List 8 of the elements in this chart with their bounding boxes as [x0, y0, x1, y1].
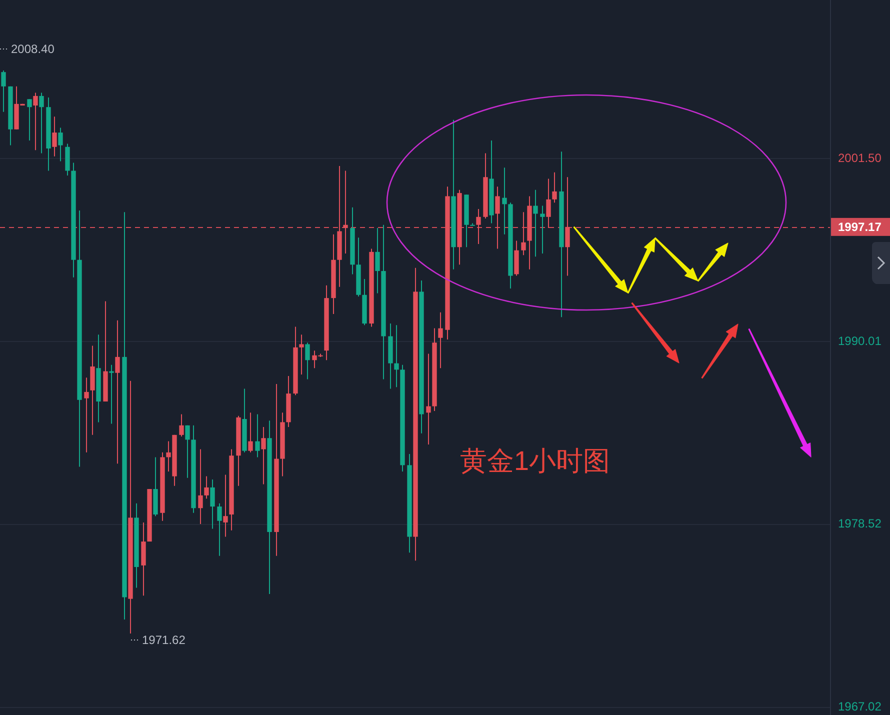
y-tick-label: 1967.02 — [838, 700, 882, 714]
annotation: 2008.40 — [11, 42, 55, 56]
annotation: 黄金1小时图 — [460, 446, 610, 476]
annotation: 1971.62 — [142, 633, 186, 647]
ref-line-label: 1997.17 — [838, 220, 882, 234]
y-tick-label: 2001.50 — [838, 151, 882, 166]
y-tick-label: 1978.52 — [838, 516, 882, 531]
y-tick-label: 1990.01 — [838, 334, 882, 348]
